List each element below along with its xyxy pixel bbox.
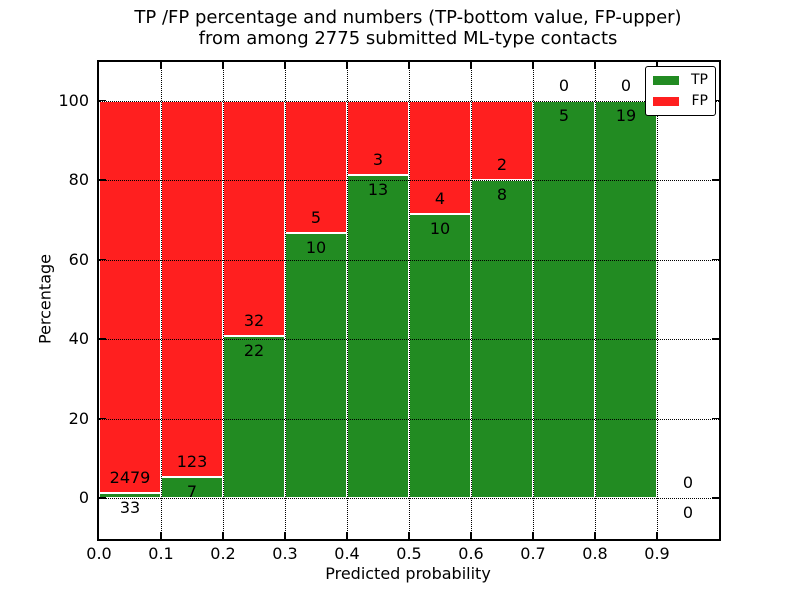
- y-tick-mark: [99, 179, 106, 181]
- annotation-tp-count: 0: [682, 503, 694, 522]
- annotation-tp-count: 33: [119, 497, 141, 517]
- chart-title-line2: from among 2775 submitted ML-type contac…: [198, 28, 618, 49]
- x-tick-mark: [532, 62, 534, 69]
- gridline-vertical: [409, 62, 410, 539]
- gridline-vertical: [285, 62, 286, 539]
- x-tick-mark: [346, 532, 348, 539]
- legend-swatch-tp-icon: [653, 76, 679, 85]
- x-tick-mark: [408, 532, 410, 539]
- bar-segment-fp: [347, 100, 409, 176]
- bar-segment-tp: [409, 214, 471, 498]
- x-axis-label: Predicted probability: [325, 564, 491, 583]
- annotation-fp-count: 123: [176, 451, 208, 471]
- annotation-tp-count: 5: [558, 105, 570, 125]
- x-tick-mark: [594, 62, 596, 69]
- y-tick-mark: [99, 497, 106, 499]
- legend: TP FP: [645, 66, 716, 116]
- y-tick-mark: [712, 258, 719, 261]
- annotation-tp-count: 19: [615, 105, 637, 125]
- bar-segment-tp: [223, 336, 285, 498]
- annotation-fp-count: 2479: [109, 467, 151, 487]
- bar-segment-tp: [347, 175, 409, 498]
- y-tick-label: 40: [68, 329, 89, 348]
- y-tick-mark: [99, 338, 106, 340]
- x-tick-mark: [408, 62, 410, 69]
- y-tick-mark: [99, 417, 106, 420]
- annotation-tp-count: 8: [496, 185, 508, 204]
- bar-segment-tp: [285, 233, 347, 498]
- x-tick-mark: [222, 532, 224, 539]
- annotation-fp-count: 3: [372, 150, 384, 170]
- legend-label-fp: FP: [691, 93, 709, 109]
- annotation-fp-count: 32: [243, 311, 265, 331]
- chart-title: TP /FP percentage and numbers (TP-bottom…: [97, 7, 719, 49]
- bar-segment-fp: [161, 100, 223, 477]
- x-tick-mark: [656, 532, 658, 539]
- gridline-vertical: [223, 62, 224, 539]
- gridline-vertical: [595, 62, 596, 539]
- annotation-fp-count: 0: [558, 75, 570, 95]
- annotation-fp-count: 4: [434, 189, 446, 209]
- annotation-fp-count: 0: [682, 473, 694, 492]
- x-tick-mark: [532, 532, 534, 539]
- gridline-vertical: [533, 62, 534, 539]
- x-tick-mark: [470, 62, 472, 69]
- gridline-vertical: [657, 62, 658, 539]
- x-tick-mark: [594, 532, 596, 539]
- y-tick-label: 0: [78, 488, 89, 507]
- annotation-tp-count: 13: [367, 180, 389, 200]
- annotation-tp-count: 10: [305, 238, 327, 257]
- gridline-vertical: [161, 62, 162, 539]
- x-tick-label: 0.2: [210, 544, 236, 563]
- x-tick-label: 0.8: [582, 544, 608, 563]
- x-tick-label: 0.1: [148, 544, 174, 563]
- annotation-tp-count: 10: [429, 219, 451, 239]
- gridline-vertical: [471, 62, 472, 539]
- gridline-vertical: [347, 62, 348, 539]
- x-tick-mark: [470, 532, 472, 539]
- legend-label-tp: TP: [691, 72, 708, 88]
- x-tick-mark: [160, 532, 162, 539]
- bar-segment-fp: [223, 100, 285, 337]
- legend-swatch-fp-icon: [653, 97, 679, 106]
- bar-segment-tp: [533, 100, 595, 498]
- x-tick-label: 0.3: [272, 544, 298, 563]
- x-tick-label: 0.5: [396, 544, 422, 563]
- x-tick-mark: [160, 62, 162, 69]
- x-tick-mark: [656, 62, 658, 69]
- x-tick-mark: [284, 532, 286, 539]
- bar-segment-fp: [99, 100, 161, 493]
- x-tick-label: 0.0: [86, 544, 112, 563]
- bar-segment-tp: [595, 100, 657, 498]
- x-tick-mark: [222, 62, 224, 69]
- y-tick-label: 60: [68, 249, 89, 269]
- y-tick-mark: [99, 258, 106, 261]
- x-tick-label: 0.6: [458, 544, 484, 563]
- y-tick-label: 20: [68, 408, 89, 428]
- annotation-fp-count: 5: [310, 208, 322, 227]
- plot-area: 2479 33 123 7 32 22 5 10 3 13 4 10 2 8 0 5 0 19 0 0: [97, 60, 721, 541]
- y-tick-mark: [712, 497, 719, 499]
- annotation-tp-count: 7: [186, 481, 198, 501]
- bar-segment-tp: [99, 492, 161, 498]
- y-tick-label: 100: [58, 90, 89, 110]
- chart-title-line1: TP /FP percentage and numbers (TP-bottom…: [134, 7, 682, 28]
- x-tick-mark: [346, 62, 348, 69]
- legend-row-tp: TP: [653, 73, 708, 88]
- bar-segment-fp: [285, 100, 347, 233]
- legend-row-fp: FP: [653, 94, 708, 109]
- y-tick-mark: [712, 417, 719, 420]
- y-tick-mark: [712, 338, 719, 340]
- x-tick-label: 0.9: [644, 544, 670, 563]
- y-tick-label: 80: [68, 170, 89, 189]
- y-tick-mark: [99, 99, 106, 102]
- x-tick-label: 0.4: [334, 544, 360, 563]
- annotation-tp-count: 22: [243, 341, 265, 361]
- y-tick-mark: [712, 179, 719, 181]
- x-tick-mark: [284, 62, 286, 69]
- x-tick-label: 0.7: [520, 544, 546, 563]
- annotation-fp-count: 2: [496, 155, 508, 174]
- annotation-fp-count: 0: [620, 75, 632, 95]
